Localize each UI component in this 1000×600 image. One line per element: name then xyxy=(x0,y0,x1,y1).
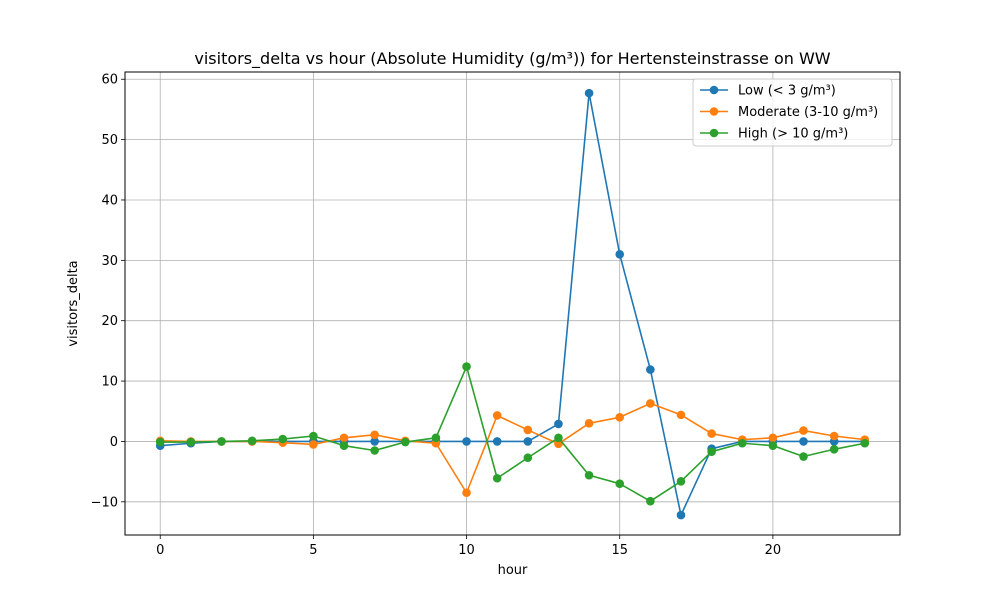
axis-ticks: 0 5 10 15 20 −10 0 10 20 30 40 50 60 xyxy=(91,73,782,558)
data-point xyxy=(523,453,533,463)
y-tick-label: 50 xyxy=(101,133,118,148)
data-point xyxy=(370,437,379,446)
series-line xyxy=(160,92,865,516)
plot-series xyxy=(155,88,870,520)
data-point xyxy=(646,365,655,374)
data-point xyxy=(799,437,808,446)
data-point xyxy=(799,452,808,461)
data-point xyxy=(707,447,716,456)
data-point xyxy=(584,419,594,428)
data-point xyxy=(646,496,655,506)
y-tick-label: 20 xyxy=(101,314,118,329)
legend-marker xyxy=(709,85,719,95)
data-point xyxy=(554,419,563,429)
legend-item: Low (< 3 g/m³) xyxy=(700,84,836,99)
chart-title: visitors_delta vs hour (Absolute Humidit… xyxy=(194,49,830,69)
legend-label: Low (< 3 g/m³) xyxy=(738,84,836,99)
data-point xyxy=(829,431,839,441)
data-point xyxy=(860,438,870,448)
data-point xyxy=(799,426,808,435)
data-point xyxy=(370,446,379,455)
series-line xyxy=(160,402,865,494)
y-tick-label: −10 xyxy=(91,495,118,510)
y-tick-label: 40 xyxy=(101,193,118,208)
data-point xyxy=(584,88,594,98)
legend: Low (< 3 g/m³) Moderate (3-10 g/m³) High (… xyxy=(692,78,893,147)
data-point xyxy=(584,470,594,480)
data-point xyxy=(217,437,226,446)
x-tick-label: 0 xyxy=(156,543,164,558)
data-point xyxy=(339,441,349,450)
data-point xyxy=(462,437,471,446)
data-point xyxy=(737,438,747,448)
legend-item: Moderate (3-10 g/m³) xyxy=(700,105,878,120)
data-point xyxy=(309,440,318,449)
data-point xyxy=(829,444,839,454)
data-point xyxy=(492,411,502,420)
data-point xyxy=(676,410,686,420)
data-point xyxy=(768,433,778,443)
data-point xyxy=(278,434,288,444)
data-point xyxy=(370,430,379,440)
data-point xyxy=(339,433,349,443)
data-point xyxy=(186,437,196,447)
x-axis-label: hour xyxy=(498,563,528,578)
data-point xyxy=(400,437,410,447)
data-point xyxy=(707,429,716,438)
y-tick-label: 10 xyxy=(101,375,118,390)
data-point xyxy=(309,431,318,441)
data-point xyxy=(492,473,502,483)
x-tick-label: 20 xyxy=(765,543,782,558)
legend-box xyxy=(692,78,893,147)
legend-item: High (> 10 g/m³) xyxy=(700,127,848,142)
data-point xyxy=(247,436,257,446)
data-point xyxy=(492,437,502,446)
legend-label: Moderate (3-10 g/m³) xyxy=(738,105,878,120)
series-group xyxy=(155,362,870,506)
y-axis-label: visitors_delta xyxy=(66,260,81,346)
plot-frame xyxy=(124,71,901,536)
x-tick-label: 15 xyxy=(611,543,628,558)
series-line xyxy=(160,365,865,503)
legend-marker xyxy=(709,128,719,138)
data-point xyxy=(155,437,165,447)
data-point xyxy=(615,412,625,422)
data-point xyxy=(615,250,625,259)
data-point xyxy=(554,433,563,443)
legend-marker xyxy=(709,107,719,116)
data-point xyxy=(462,488,471,498)
data-point xyxy=(462,362,471,371)
y-tick-label: 30 xyxy=(101,254,118,269)
data-point xyxy=(431,433,441,443)
y-tick-label: 0 xyxy=(110,435,118,450)
x-tick-label: 10 xyxy=(458,543,475,558)
data-point xyxy=(615,479,625,488)
x-tick-label: 5 xyxy=(309,543,317,558)
data-point xyxy=(768,441,778,450)
data-point xyxy=(676,510,686,520)
data-point xyxy=(523,437,533,446)
data-point xyxy=(523,425,533,435)
data-point xyxy=(676,476,686,486)
y-tick-label: 60 xyxy=(101,73,118,88)
legend-label: High (> 10 g/m³) xyxy=(738,127,848,142)
data-point xyxy=(646,399,655,408)
